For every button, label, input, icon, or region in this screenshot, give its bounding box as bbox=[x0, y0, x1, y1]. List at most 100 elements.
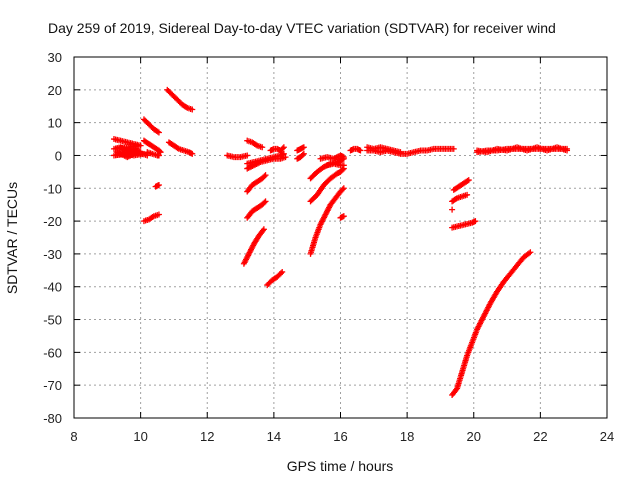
data-point bbox=[279, 268, 286, 275]
data-point bbox=[465, 177, 472, 184]
y-tick-label: -30 bbox=[43, 247, 62, 262]
data-series bbox=[164, 86, 196, 113]
data-series bbox=[244, 137, 266, 151]
data-point bbox=[340, 185, 347, 192]
y-tick-label: -70 bbox=[43, 378, 62, 393]
data-point bbox=[259, 144, 266, 151]
data-series bbox=[450, 177, 472, 193]
y-tick-label: -50 bbox=[43, 313, 62, 328]
y-tick-label: -40 bbox=[43, 280, 62, 295]
x-tick-label: 18 bbox=[400, 429, 414, 444]
data-point bbox=[279, 145, 286, 152]
y-tick-label: 0 bbox=[55, 148, 62, 163]
data-point bbox=[261, 173, 268, 180]
data-point bbox=[339, 186, 346, 193]
y-tick-label: 30 bbox=[48, 50, 62, 65]
data-series bbox=[264, 268, 286, 289]
data-series bbox=[294, 150, 307, 162]
y-tick-label: -10 bbox=[43, 181, 62, 196]
data-point bbox=[244, 152, 251, 159]
data-series bbox=[244, 198, 269, 221]
data-point bbox=[156, 148, 163, 155]
data-series bbox=[449, 206, 456, 213]
chart-title: Day 259 of 2019, Sidereal Day-to-day VTE… bbox=[48, 20, 556, 36]
y-tick-label: 20 bbox=[48, 83, 62, 98]
data-series bbox=[449, 191, 471, 205]
axis-ticks bbox=[73, 56, 608, 419]
data-point bbox=[397, 149, 404, 156]
data-points bbox=[110, 86, 571, 399]
data-series bbox=[307, 165, 347, 205]
y-tick-labels: 30 20 10 0 -10 -20 -30 -40 -50 -60 -70 -80 bbox=[43, 50, 62, 426]
x-tick-label: 14 bbox=[267, 429, 281, 444]
data-series bbox=[324, 160, 347, 169]
data-point bbox=[449, 206, 456, 213]
x-tick-label: 16 bbox=[333, 429, 347, 444]
grid-lines bbox=[74, 57, 607, 418]
data-point bbox=[261, 199, 268, 206]
x-tick-label: 12 bbox=[200, 429, 214, 444]
x-tick-label: 24 bbox=[600, 429, 614, 444]
data-series bbox=[317, 152, 347, 162]
data-point bbox=[300, 144, 307, 151]
x-tick-label: 8 bbox=[70, 429, 77, 444]
data-series bbox=[449, 249, 534, 399]
data-series bbox=[294, 144, 307, 154]
data-series bbox=[307, 185, 347, 257]
y-tick-label: -20 bbox=[43, 214, 62, 229]
data-point bbox=[299, 151, 306, 158]
data-series bbox=[144, 149, 162, 159]
data-series bbox=[140, 116, 162, 136]
x-axis-label: GPS time / hours bbox=[287, 458, 394, 474]
data-point bbox=[259, 227, 266, 234]
data-point bbox=[155, 129, 162, 136]
data-point bbox=[157, 149, 164, 156]
y-tick-label: 10 bbox=[48, 116, 62, 131]
data-point bbox=[472, 218, 479, 225]
data-point bbox=[340, 162, 347, 169]
data-point bbox=[262, 172, 269, 179]
x-tick-labels: 8 10 12 14 16 18 20 22 24 bbox=[70, 429, 614, 444]
data-point bbox=[155, 152, 162, 159]
y-tick-label: -80 bbox=[43, 411, 62, 426]
data-point bbox=[464, 191, 471, 198]
data-point bbox=[333, 154, 340, 161]
x-tick-label: 20 bbox=[467, 429, 481, 444]
data-point bbox=[340, 154, 347, 161]
data-series bbox=[224, 152, 251, 161]
data-point bbox=[357, 147, 364, 154]
data-series bbox=[244, 172, 269, 195]
data-point bbox=[189, 150, 196, 157]
data-point bbox=[118, 144, 125, 151]
data-point bbox=[248, 163, 255, 170]
data-series bbox=[165, 139, 196, 157]
data-point bbox=[526, 250, 533, 257]
data-series bbox=[449, 218, 479, 231]
data-series bbox=[240, 226, 267, 267]
data-series bbox=[140, 137, 164, 156]
data-point bbox=[189, 106, 196, 113]
data-point bbox=[260, 226, 267, 233]
data-point bbox=[155, 181, 162, 188]
data-series bbox=[140, 211, 162, 225]
data-point bbox=[282, 154, 289, 161]
data-series bbox=[152, 181, 162, 190]
data-point bbox=[300, 150, 307, 157]
data-point bbox=[332, 155, 339, 162]
data-point bbox=[277, 270, 284, 277]
data-point bbox=[464, 177, 471, 184]
data-series bbox=[364, 144, 404, 156]
data-point bbox=[450, 145, 457, 152]
x-tick-label: 22 bbox=[533, 429, 547, 444]
data-point bbox=[320, 163, 327, 170]
data-point bbox=[280, 144, 287, 151]
data-point bbox=[564, 147, 571, 154]
data-point bbox=[246, 164, 253, 171]
data-series bbox=[267, 144, 287, 154]
data-point bbox=[120, 145, 127, 152]
y-tick-label: -60 bbox=[43, 345, 62, 360]
y-axis-label: SDTVAR / TECUs bbox=[4, 182, 20, 294]
data-series bbox=[110, 136, 151, 161]
data-point bbox=[117, 144, 124, 151]
